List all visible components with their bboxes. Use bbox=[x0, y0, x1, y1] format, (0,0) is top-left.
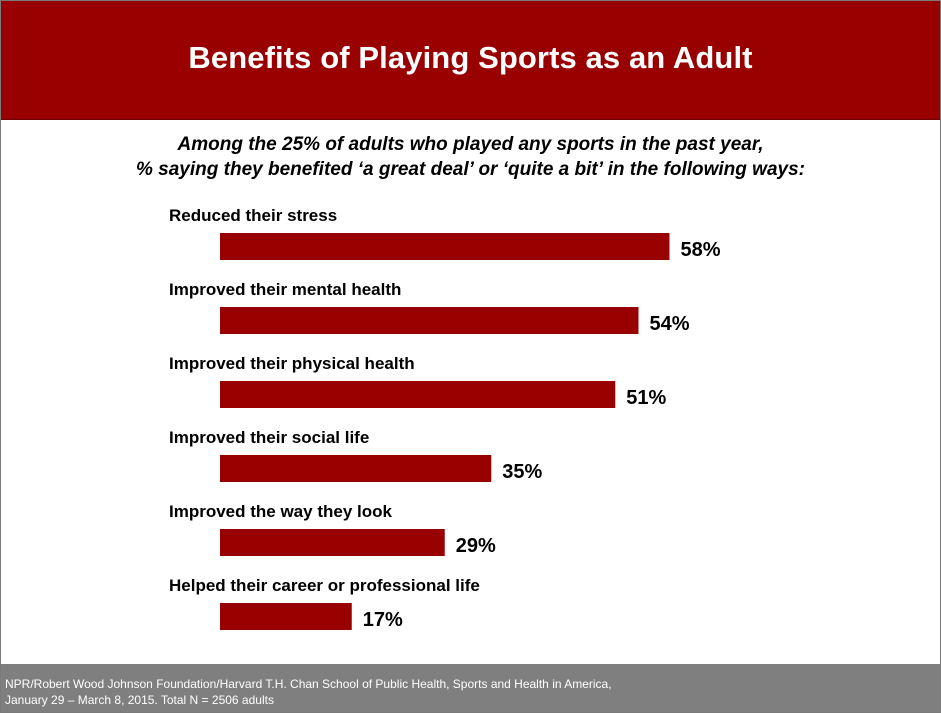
category-label: Reduced their stress bbox=[169, 206, 337, 225]
title-banner: Benefits of Playing Sports as an Adult bbox=[1, 1, 940, 120]
bar bbox=[220, 307, 639, 334]
value-label: 29% bbox=[456, 535, 496, 557]
value-label: 51% bbox=[626, 387, 666, 409]
category-label: Improved their physical health bbox=[169, 354, 415, 373]
category-label: Helped their career or professional life bbox=[169, 576, 480, 595]
source-line-2: January 29 – March 8, 2015. Total N = 25… bbox=[5, 693, 274, 707]
bar bbox=[220, 603, 352, 630]
chart-subtitle: Among the 25% of adults who played any s… bbox=[1, 132, 940, 182]
source-footer: NPR/Robert Wood Johnson Foundation/Harva… bbox=[1, 664, 940, 712]
value-label: 17% bbox=[363, 609, 403, 631]
chart-title: Benefits of Playing Sports as an Adult bbox=[188, 40, 753, 75]
value-label: 54% bbox=[650, 313, 690, 335]
bar bbox=[220, 529, 445, 556]
bar bbox=[220, 455, 492, 482]
category-label: Improved their mental health bbox=[169, 280, 401, 299]
source-line-1: NPR/Robert Wood Johnson Foundation/Harva… bbox=[5, 677, 612, 691]
value-label: 58% bbox=[681, 239, 721, 261]
category-label: Improved their social life bbox=[169, 428, 369, 447]
subtitle-line-1: Among the 25% of adults who played any s… bbox=[177, 134, 764, 155]
value-label: 35% bbox=[502, 461, 542, 483]
bar-chart: Reduced their stress 58% Improved their me… bbox=[169, 206, 721, 631]
category-label: Improved the way they look bbox=[169, 502, 392, 521]
bar bbox=[220, 381, 616, 408]
bar bbox=[220, 233, 670, 260]
subtitle-line-2: % saying they benefited ‘a great deal’ o… bbox=[136, 159, 805, 180]
